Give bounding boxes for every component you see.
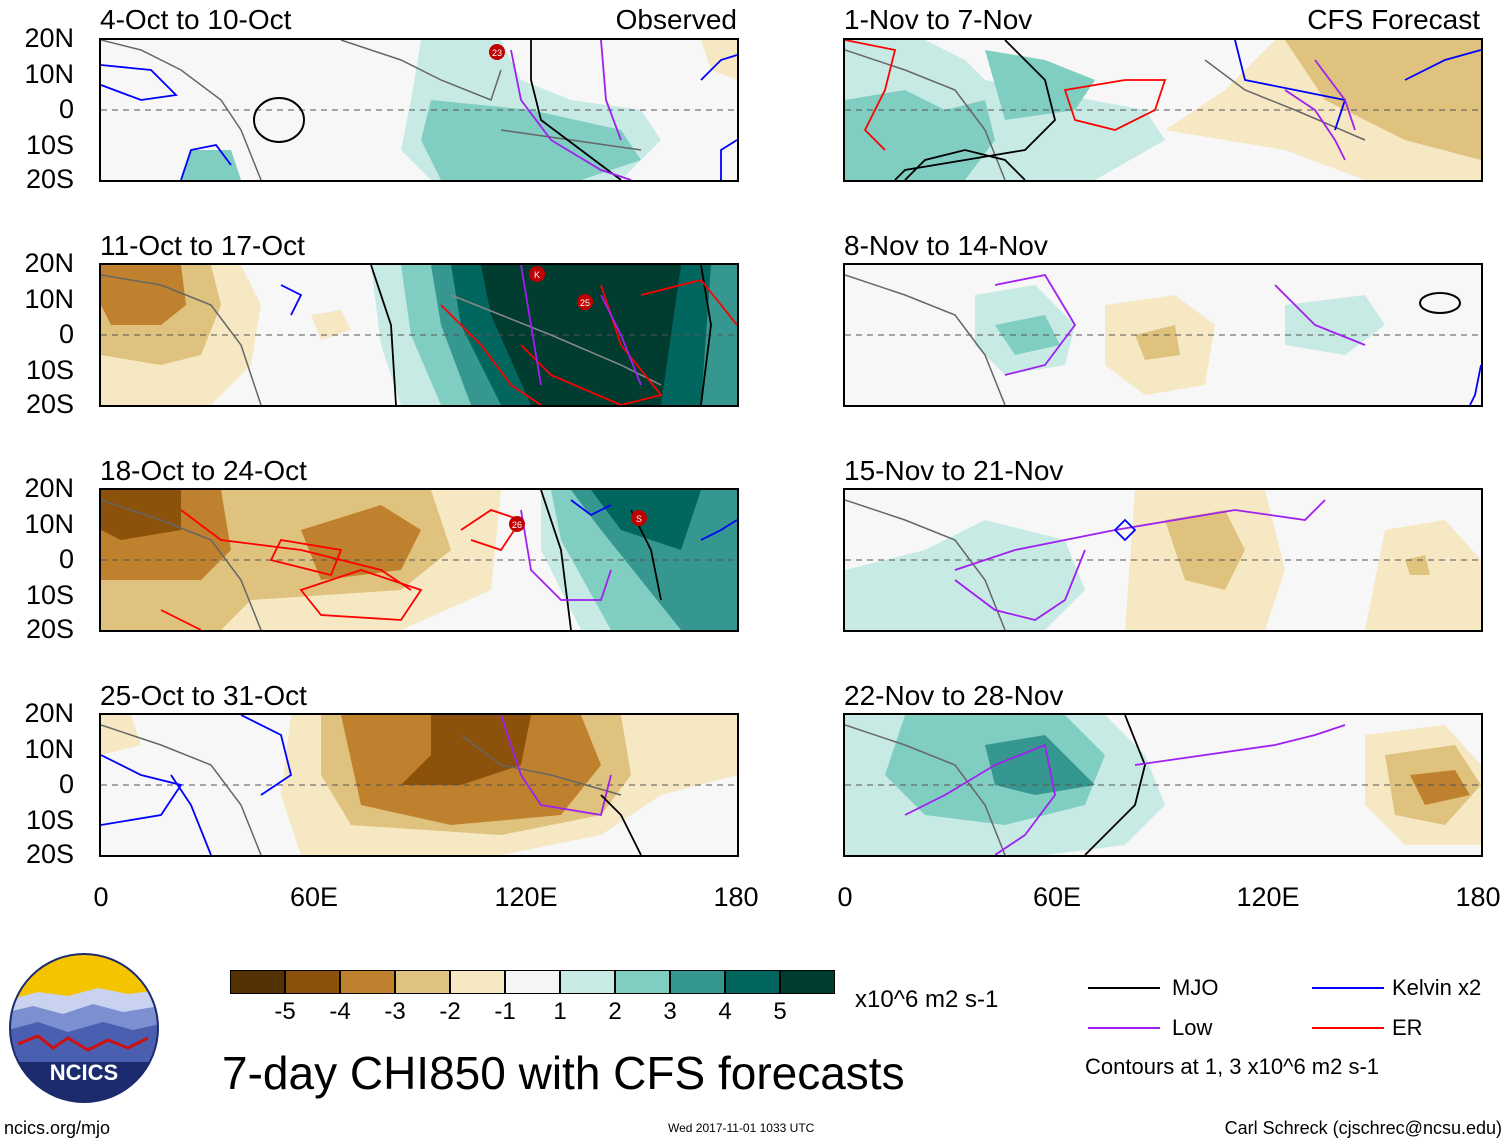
lat-label: 20S bbox=[25, 164, 74, 194]
svg-text:S: S bbox=[636, 514, 642, 524]
svg-text:25: 25 bbox=[580, 298, 590, 308]
lon-label: 180 bbox=[1455, 882, 1501, 912]
colorbar-label: 5 bbox=[773, 998, 787, 1025]
storm-marker bbox=[631, 510, 647, 526]
lon-label: 120E bbox=[1236, 882, 1300, 912]
map-panel-obs-3: 26 S bbox=[99, 488, 739, 632]
colorbar-swatch bbox=[395, 970, 450, 994]
panel-title: 15-Nov to 21-Nov bbox=[844, 455, 1064, 486]
lon-label: 0 bbox=[837, 882, 853, 912]
storm-marker bbox=[577, 294, 593, 310]
colorbar-swatch bbox=[780, 970, 835, 994]
colorbar-swatch bbox=[725, 970, 780, 994]
panel-title: 1-Nov to 7-Nov bbox=[844, 4, 1033, 35]
lat-label: 10S bbox=[25, 355, 74, 385]
colorbar-swatch bbox=[670, 970, 725, 994]
panel-title: 4-Oct to 10-Oct bbox=[100, 4, 292, 35]
colorbar-label: 4 bbox=[718, 998, 732, 1025]
colorbar-swatch bbox=[450, 970, 505, 994]
svg-text:23: 23 bbox=[492, 48, 502, 58]
colorbar-label: -2 bbox=[439, 998, 461, 1025]
colorbar-label: -3 bbox=[384, 998, 406, 1025]
legend-label-low: Low bbox=[1172, 1015, 1213, 1040]
map-panel-fcst-2 bbox=[843, 263, 1483, 407]
observed-label: Observed bbox=[615, 4, 737, 35]
lat-label: 0 bbox=[58, 769, 74, 799]
colorbar-units: x10^6 m2 s-1 bbox=[855, 986, 999, 1013]
svg-text:NCICS: NCICS bbox=[50, 1060, 118, 1085]
colorbar-label: 1 bbox=[553, 998, 567, 1025]
colorbar-swatch bbox=[505, 970, 560, 994]
legend-swatch-low bbox=[1088, 1027, 1160, 1029]
panel-title: 8-Nov to 14-Nov bbox=[844, 230, 1048, 261]
lon-label: 180 bbox=[713, 882, 759, 912]
footer-timestamp: Wed 2017-11-01 1033 UTC bbox=[668, 1121, 815, 1135]
colorbar-label: -4 bbox=[329, 998, 351, 1025]
legend-label-mjo: MJO bbox=[1172, 975, 1219, 1000]
lat-label: 0 bbox=[58, 94, 74, 124]
lat-label: 10N bbox=[24, 509, 74, 539]
panel-title: 11-Oct to 17-Oct bbox=[100, 230, 305, 261]
legend-swatch-kelvin bbox=[1312, 987, 1384, 989]
main-title: 7-day CHI850 with CFS forecasts bbox=[222, 1047, 905, 1099]
colorbar-label: -1 bbox=[494, 998, 516, 1025]
lat-label: 0 bbox=[58, 319, 74, 349]
svg-text:K: K bbox=[534, 270, 540, 280]
lat-label: 20S bbox=[25, 839, 74, 869]
storm-marker bbox=[529, 266, 545, 282]
map-panel-obs-4 bbox=[99, 713, 739, 857]
lat-label: 20N bbox=[24, 23, 74, 53]
ncics-logo: NCICS bbox=[8, 952, 160, 1104]
map-panel-obs-2: K 25 bbox=[99, 263, 739, 407]
storm-marker bbox=[509, 516, 525, 532]
lat-label: 20N bbox=[24, 248, 74, 278]
legend-swatch-er bbox=[1312, 1027, 1384, 1029]
lat-label: 10S bbox=[25, 805, 74, 835]
map-panel-fcst-3 bbox=[843, 488, 1483, 632]
colorbar-swatch bbox=[230, 970, 285, 994]
lon-label: 60E bbox=[289, 882, 339, 912]
legend-label-kelvin: Kelvin x2 bbox=[1392, 975, 1482, 1000]
colorbar-swatch bbox=[285, 970, 340, 994]
storm-marker bbox=[489, 44, 505, 60]
footer-url: ncics.org/mjo bbox=[4, 1118, 111, 1138]
colorbar-label: 3 bbox=[663, 998, 677, 1025]
lat-label: 10N bbox=[24, 734, 74, 764]
lat-label: 10N bbox=[24, 284, 74, 314]
lat-label: 20N bbox=[24, 473, 74, 503]
lat-label: 20N bbox=[24, 698, 74, 728]
footer-author: Carl Schreck (cjschrec@ncsu.edu) bbox=[1224, 1118, 1502, 1138]
map-panel-fcst-1 bbox=[843, 38, 1483, 182]
forecast-label: CFS Forecast bbox=[1307, 4, 1480, 35]
lat-label: 10N bbox=[24, 59, 74, 89]
lon-label: 120E bbox=[494, 882, 558, 912]
lat-label: 20S bbox=[25, 389, 74, 419]
svg-text:26: 26 bbox=[512, 520, 522, 530]
map-panel-obs-1: 23 bbox=[99, 38, 739, 182]
lat-label: 10S bbox=[25, 130, 74, 160]
lon-label: 0 bbox=[93, 882, 109, 912]
lat-label: 0 bbox=[58, 544, 74, 574]
panel-title: 18-Oct to 24-Oct bbox=[100, 455, 307, 486]
lon-label: 60E bbox=[1032, 882, 1082, 912]
legend-label-er: ER bbox=[1392, 1015, 1423, 1040]
panel-title: 25-Oct to 31-Oct bbox=[100, 680, 307, 711]
map-panel-fcst-4 bbox=[843, 713, 1483, 857]
colorbar-swatch bbox=[340, 970, 395, 994]
legend-swatch-mjo bbox=[1088, 987, 1160, 989]
contours-note: Contours at 1, 3 x10^6 m2 s-1 bbox=[1085, 1054, 1380, 1079]
colorbar-swatch bbox=[560, 970, 615, 994]
panel-title: 22-Nov to 28-Nov bbox=[844, 680, 1064, 711]
colorbar-label: -5 bbox=[274, 998, 296, 1025]
colorbar-swatch bbox=[615, 970, 670, 994]
colorbar-label: 2 bbox=[608, 998, 622, 1025]
lat-label: 20S bbox=[25, 614, 74, 644]
lat-label: 10S bbox=[25, 580, 74, 610]
